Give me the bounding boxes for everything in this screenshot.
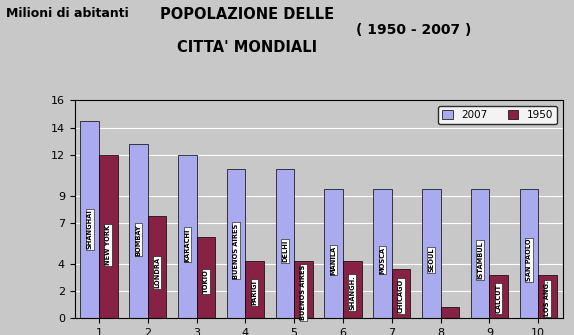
Text: PARIGI: PARIGI bbox=[251, 280, 258, 305]
Bar bbox=[99, 155, 118, 318]
Text: KARACHI: KARACHI bbox=[184, 228, 191, 262]
Bar bbox=[441, 308, 459, 318]
Bar bbox=[538, 275, 557, 318]
Text: ISTAMBUL: ISTAMBUL bbox=[477, 241, 483, 279]
Bar bbox=[129, 144, 148, 318]
Bar bbox=[373, 189, 391, 318]
Text: CHICAGO: CHICAGO bbox=[398, 279, 404, 313]
Text: SHANGHAI: SHANGHAI bbox=[87, 209, 93, 249]
Bar bbox=[178, 155, 196, 318]
Text: CALCUT: CALCUT bbox=[495, 284, 502, 313]
Text: SEOUL: SEOUL bbox=[428, 248, 435, 272]
Bar bbox=[227, 169, 246, 318]
Bar bbox=[343, 261, 362, 318]
Text: NEW YORK: NEW YORK bbox=[105, 225, 111, 265]
Text: MOSCA: MOSCA bbox=[379, 247, 386, 274]
Bar bbox=[391, 269, 410, 318]
Text: SAN PAOLO: SAN PAOLO bbox=[526, 239, 532, 281]
Text: BUENOS AIRES: BUENOS AIRES bbox=[233, 223, 239, 278]
Bar bbox=[294, 261, 313, 318]
Text: POPOLAZIONE DELLE: POPOLAZIONE DELLE bbox=[160, 7, 334, 22]
Text: Milioni di abitanti: Milioni di abitanti bbox=[6, 7, 129, 20]
Text: SHANGH.: SHANGH. bbox=[349, 275, 355, 310]
Text: ( 1950 - 2007 ): ( 1950 - 2007 ) bbox=[355, 23, 471, 38]
Legend: 2007, 1950: 2007, 1950 bbox=[438, 106, 557, 124]
Text: LOS ANG.: LOS ANG. bbox=[544, 281, 550, 316]
Bar bbox=[148, 216, 166, 318]
Bar bbox=[324, 189, 343, 318]
Text: BOMBAY: BOMBAY bbox=[135, 224, 142, 256]
Text: TOKIO: TOKIO bbox=[203, 270, 209, 293]
Bar bbox=[276, 169, 294, 318]
Text: BUENOS AIRES: BUENOS AIRES bbox=[300, 265, 307, 320]
Bar bbox=[471, 189, 489, 318]
Bar bbox=[80, 121, 99, 318]
Bar bbox=[422, 189, 441, 318]
Bar bbox=[196, 237, 215, 318]
Bar bbox=[489, 275, 508, 318]
Text: MANILA: MANILA bbox=[331, 246, 337, 275]
Text: DELHI: DELHI bbox=[282, 240, 288, 262]
Bar bbox=[246, 261, 264, 318]
Text: LONDRA: LONDRA bbox=[154, 257, 160, 288]
Bar bbox=[519, 189, 538, 318]
Text: CITTA' MONDIALI: CITTA' MONDIALI bbox=[177, 40, 317, 55]
